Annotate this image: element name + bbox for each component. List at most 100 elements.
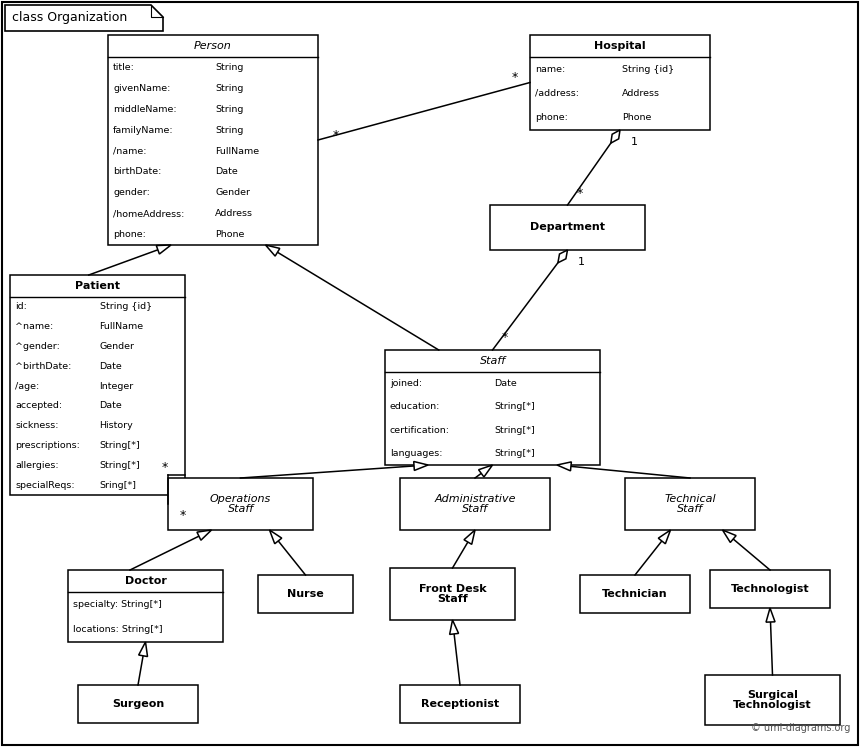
Text: name:: name: — [535, 65, 565, 74]
Text: gender:: gender: — [113, 188, 150, 197]
Text: Date: Date — [100, 401, 122, 410]
Text: /name:: /name: — [113, 146, 146, 155]
Polygon shape — [157, 245, 171, 254]
Bar — [490, 205, 645, 250]
Text: Staff: Staff — [227, 504, 254, 515]
Text: *: * — [333, 128, 339, 141]
Text: Date: Date — [100, 362, 122, 371]
Bar — [108, 35, 318, 245]
Text: languages:: languages: — [390, 449, 443, 458]
Polygon shape — [464, 530, 475, 545]
Text: allergies:: allergies: — [15, 461, 58, 470]
Text: Phone: Phone — [215, 230, 244, 239]
Bar — [705, 675, 840, 725]
Text: Front Desk: Front Desk — [419, 583, 486, 594]
Polygon shape — [197, 530, 212, 540]
Text: specialty: String[*]: specialty: String[*] — [73, 600, 162, 609]
Text: Date: Date — [494, 379, 517, 388]
Bar — [710, 570, 830, 608]
Text: Gender: Gender — [100, 342, 134, 351]
Text: sickness:: sickness: — [15, 421, 58, 430]
Bar — [390, 568, 515, 620]
Text: Address: Address — [622, 89, 660, 98]
Bar — [68, 570, 223, 642]
Text: Date: Date — [215, 167, 237, 176]
Text: String[*]: String[*] — [100, 441, 140, 450]
Text: id:: id: — [15, 303, 27, 311]
Text: Technician: Technician — [602, 589, 668, 599]
Text: String {id}: String {id} — [100, 303, 151, 311]
Text: givenName:: givenName: — [113, 84, 170, 93]
Text: Staff: Staff — [462, 504, 488, 515]
Bar — [400, 685, 520, 723]
Polygon shape — [478, 465, 493, 477]
Text: accepted:: accepted: — [15, 401, 62, 410]
Text: Surgical: Surgical — [747, 689, 798, 699]
Text: birthDate:: birthDate: — [113, 167, 162, 176]
Text: Staff: Staff — [479, 356, 506, 366]
Text: title:: title: — [113, 63, 135, 72]
Polygon shape — [766, 608, 775, 622]
Text: joined:: joined: — [390, 379, 422, 388]
Text: String: String — [215, 105, 243, 114]
Text: Technologist: Technologist — [734, 701, 812, 710]
Text: String: String — [215, 84, 243, 93]
Text: /address:: /address: — [535, 89, 579, 98]
Bar — [78, 685, 198, 723]
Polygon shape — [658, 530, 671, 544]
Text: FullName: FullName — [215, 146, 259, 155]
Text: Sring[*]: Sring[*] — [100, 480, 137, 489]
Text: Technologist: Technologist — [731, 584, 809, 594]
Text: /homeAddress:: /homeAddress: — [113, 209, 184, 218]
Text: *: * — [162, 460, 168, 474]
Polygon shape — [557, 462, 571, 471]
Bar — [385, 350, 600, 465]
Text: phone:: phone: — [113, 230, 146, 239]
Text: Gender: Gender — [215, 188, 250, 197]
Text: Staff: Staff — [437, 595, 468, 604]
Text: class Organization: class Organization — [12, 11, 127, 25]
Text: education:: education: — [390, 403, 440, 412]
Text: prescriptions:: prescriptions: — [15, 441, 80, 450]
Polygon shape — [414, 462, 428, 471]
Polygon shape — [138, 642, 148, 657]
Text: Staff: Staff — [677, 504, 703, 515]
Text: *: * — [512, 71, 518, 84]
Text: Patient: Patient — [75, 281, 120, 291]
Text: 1: 1 — [578, 257, 585, 267]
Text: ^birthDate:: ^birthDate: — [15, 362, 71, 371]
Text: *: * — [576, 187, 582, 199]
Text: String {id}: String {id} — [622, 65, 674, 74]
Bar — [625, 478, 755, 530]
Text: String: String — [215, 63, 243, 72]
Polygon shape — [266, 245, 280, 256]
Polygon shape — [611, 130, 620, 143]
Bar — [10, 275, 185, 495]
Bar — [580, 575, 690, 613]
Text: Administrative: Administrative — [434, 494, 516, 503]
Text: String[*]: String[*] — [100, 461, 140, 470]
Bar — [168, 478, 313, 530]
Text: Hospital: Hospital — [594, 41, 646, 51]
Text: Receptionist: Receptionist — [421, 699, 499, 709]
Text: /age:: /age: — [15, 382, 40, 391]
Text: © uml-diagrams.org: © uml-diagrams.org — [751, 723, 850, 733]
Text: FullName: FullName — [100, 322, 144, 331]
Text: Integer: Integer — [100, 382, 134, 391]
Text: String[*]: String[*] — [494, 426, 535, 435]
Text: ^name:: ^name: — [15, 322, 53, 331]
Text: locations: String[*]: locations: String[*] — [73, 625, 163, 634]
Text: Phone: Phone — [622, 114, 651, 123]
Text: certification:: certification: — [390, 426, 450, 435]
Text: ^gender:: ^gender: — [15, 342, 60, 351]
Bar — [530, 35, 710, 130]
Text: String: String — [215, 125, 243, 134]
Polygon shape — [558, 250, 568, 263]
Text: Operations: Operations — [210, 494, 271, 503]
Polygon shape — [722, 530, 736, 542]
Text: specialReqs:: specialReqs: — [15, 480, 75, 489]
Text: History: History — [100, 421, 133, 430]
Text: Technical: Technical — [664, 494, 716, 503]
Text: Person: Person — [194, 41, 232, 51]
Bar — [400, 478, 550, 530]
